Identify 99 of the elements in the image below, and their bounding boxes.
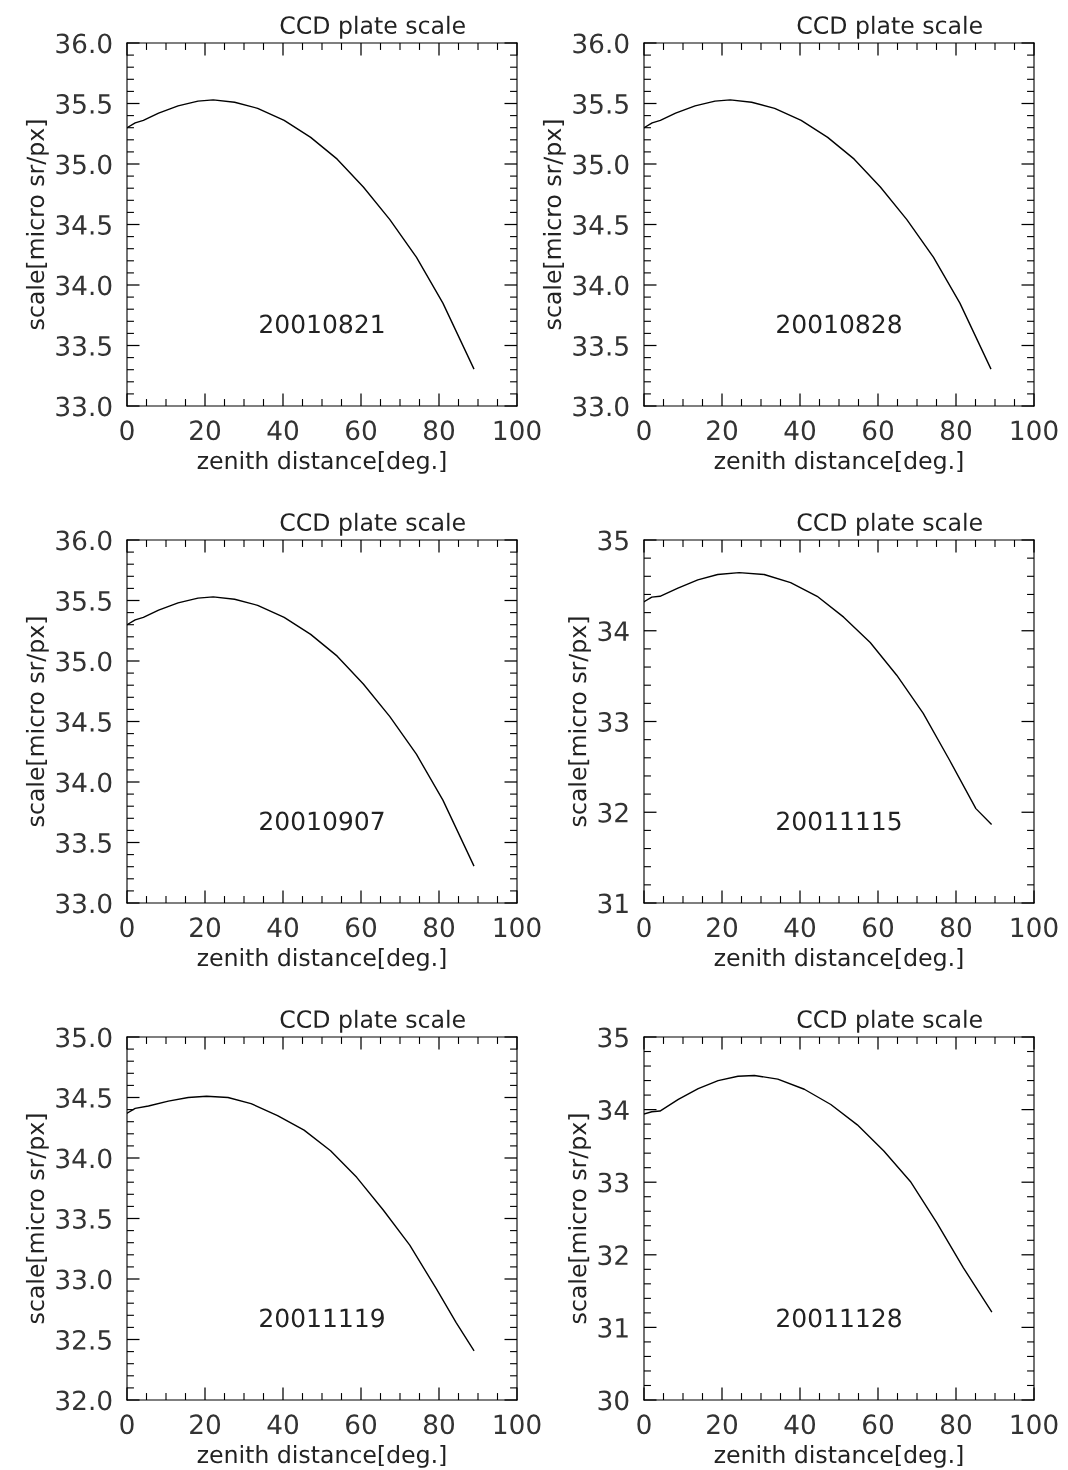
x-tick-label: 40: [784, 420, 816, 441]
y-tick-label: 35: [598, 530, 628, 551]
x-tick-label: 100: [1011, 420, 1058, 441]
chart-title: CCD plate scale: [280, 1009, 465, 1033]
x-tick-label: 20: [190, 1414, 221, 1435]
y-tick-label: 35.0: [56, 154, 112, 175]
x-tick-label: 60: [863, 917, 894, 938]
x-axis-title: zenith distance[deg.]: [714, 450, 963, 474]
y-tick-label: 34.5: [573, 214, 628, 235]
y-tick-label: 32: [598, 802, 628, 823]
y-tick-label: 36.0: [56, 33, 112, 54]
y-tick-label: 36.0: [573, 33, 629, 54]
x-tick-label: 0: [120, 917, 134, 938]
x-tick-label: 80: [424, 917, 455, 938]
x-tick-label: 20: [190, 917, 221, 938]
x-tick-label: 100: [1011, 917, 1058, 938]
y-tick-label: 34.5: [56, 214, 111, 235]
y-tick-label: 34.5: [56, 1087, 111, 1108]
y-axis-title: scale[micro sr/px]: [568, 617, 591, 827]
x-tick-label: 60: [863, 420, 894, 441]
y-tick-label: 33.5: [56, 1208, 111, 1229]
y-axis-title: scale[micro sr/px]: [568, 1114, 591, 1324]
y-tick-label: 36.0: [56, 530, 112, 551]
x-axis-title: zenith distance[deg.]: [197, 1444, 446, 1468]
y-tick-label: 35: [598, 1027, 628, 1048]
y-tick-label: 32.0: [56, 1390, 112, 1411]
x-tick-label: 100: [494, 917, 541, 938]
y-tick-label: 32.5: [56, 1329, 111, 1350]
x-tick-label: 0: [637, 420, 651, 441]
y-tick-label: 33.5: [56, 335, 111, 356]
x-tick-label: 100: [494, 1414, 541, 1435]
x-tick-label: 0: [637, 1414, 651, 1435]
y-tick-label: 34.0: [56, 772, 112, 793]
annotation: 20010828: [777, 314, 901, 334]
y-tick-label: 35.0: [56, 1027, 112, 1048]
annotation: 20011128: [777, 1308, 901, 1328]
y-tick-label: 35.5: [573, 93, 628, 114]
x-tick-label: 20: [707, 1414, 738, 1435]
annotation: 20010821: [260, 314, 384, 334]
x-tick-label: 20: [707, 420, 738, 441]
x-tick-label: 60: [346, 420, 377, 441]
x-tick-label: 100: [1011, 1414, 1058, 1435]
y-tick-label: 33.0: [56, 1269, 112, 1290]
annotation: 20011119: [260, 1308, 384, 1328]
y-axis-title: scale[micro sr/px]: [25, 120, 49, 330]
y-tick-label: 33.0: [56, 396, 112, 417]
y-tick-label: 35.0: [573, 154, 629, 175]
x-tick-label: 80: [941, 420, 972, 441]
x-tick-label: 40: [267, 1414, 299, 1435]
chart-title: CCD plate scale: [797, 1009, 982, 1033]
y-axis-title: scale[micro sr/px]: [542, 120, 566, 330]
chart-title: CCD plate scale: [797, 512, 982, 536]
annotation: 20010907: [260, 811, 384, 831]
y-tick-label: 35.5: [56, 93, 111, 114]
y-tick-label: 35.0: [56, 651, 112, 672]
y-tick-label: 33: [598, 1172, 628, 1193]
x-tick-label: 60: [346, 1414, 377, 1435]
y-axis-title: scale[micro sr/px]: [25, 617, 49, 827]
x-tick-label: 80: [941, 917, 972, 938]
x-tick-label: 40: [267, 420, 299, 441]
x-axis-title: zenith distance[deg.]: [197, 450, 446, 474]
y-tick-label: 33.0: [56, 893, 112, 914]
x-tick-label: 80: [941, 1414, 972, 1435]
y-tick-label: 34.0: [56, 275, 112, 296]
y-tick-label: 34.0: [56, 1148, 112, 1169]
y-tick-label: 34: [598, 621, 629, 642]
x-tick-label: 20: [190, 420, 221, 441]
y-tick-label: 34: [598, 1100, 629, 1120]
y-tick-label: 33.0: [573, 396, 629, 417]
y-axis-title: scale[micro sr/px]: [25, 1114, 49, 1324]
x-tick-label: 60: [346, 917, 377, 938]
chart-title: CCD plate scale: [280, 15, 465, 39]
y-tick-label: 33.5: [573, 335, 628, 356]
y-tick-label: 33: [598, 711, 628, 732]
x-tick-label: 0: [637, 917, 651, 938]
x-tick-label: 40: [267, 917, 299, 938]
x-tick-label: 40: [784, 1414, 816, 1435]
y-tick-label: 35.5: [56, 590, 111, 611]
x-tick-label: 0: [120, 420, 134, 441]
y-tick-label: 31: [598, 1317, 628, 1338]
x-tick-label: 80: [424, 1414, 455, 1435]
annotation: 20011115: [777, 811, 901, 831]
y-tick-label: 34.0: [573, 275, 629, 296]
x-tick-label: 20: [707, 917, 738, 938]
y-tick-label: 33.5: [56, 832, 111, 853]
x-axis-title: zenith distance[deg.]: [714, 1444, 963, 1468]
x-tick-label: 80: [424, 420, 455, 441]
x-tick-label: 100: [494, 420, 541, 441]
x-tick-label: 60: [863, 1414, 894, 1435]
y-tick-label: 30: [598, 1390, 629, 1411]
chart-title: CCD plate scale: [280, 512, 465, 536]
y-tick-label: 34.5: [56, 711, 111, 732]
chart-title: CCD plate scale: [797, 15, 982, 39]
y-tick-label: 32: [598, 1245, 628, 1266]
x-tick-label: 40: [784, 917, 816, 938]
y-tick-label: 31: [598, 893, 628, 914]
x-axis-title: zenith distance[deg.]: [714, 947, 963, 971]
x-axis-title: zenith distance[deg.]: [197, 947, 446, 971]
x-tick-label: 0: [120, 1414, 134, 1435]
